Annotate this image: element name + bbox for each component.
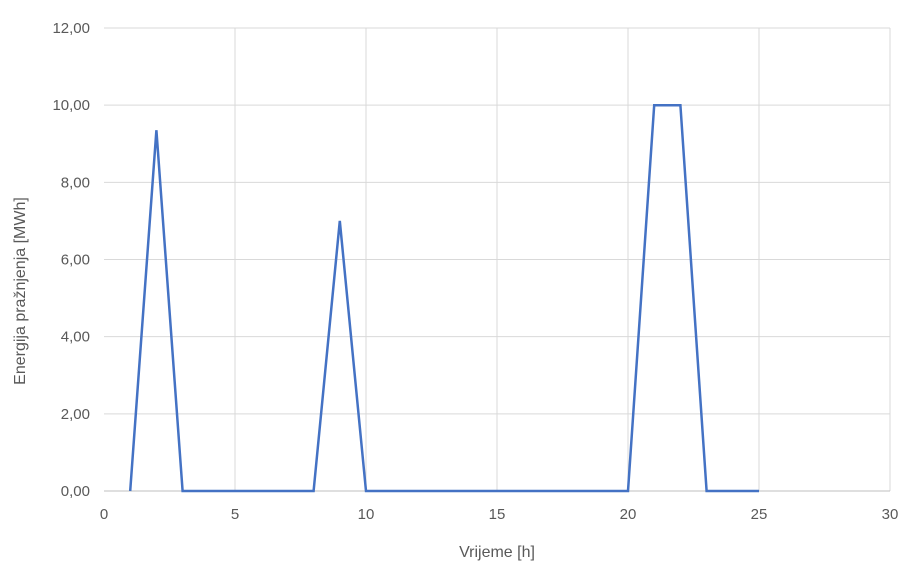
series-line	[128, 103, 759, 493]
series-group	[128, 103, 759, 493]
y-tick-label: 0,00	[61, 483, 90, 500]
y-tick-label: 6,00	[61, 252, 90, 269]
x-tick-label: 25	[751, 506, 768, 523]
x-tick-label: 5	[231, 506, 239, 523]
x-tick-label: 15	[489, 506, 506, 523]
x-tick-label: 0	[100, 506, 108, 523]
x-tick-label: 20	[620, 506, 637, 523]
y-tick-label: 4,00	[61, 329, 90, 346]
y-axis-title: Energija pražnjenja [MWh]	[12, 197, 29, 385]
grid-lines	[104, 27, 891, 491]
x-axis-title: Vrijeme [h]	[459, 544, 535, 561]
y-tick-label: 2,00	[61, 406, 90, 423]
x-tick-labels: 0 5 10 15 20 25 30	[100, 506, 899, 523]
y-tick-label: 8,00	[61, 174, 90, 191]
y-tick-labels: 0,00 2,00 4,00 6,00 8,00 10,00 12,00	[52, 20, 90, 500]
y-tick-label: 12,00	[52, 20, 90, 37]
x-tick-label: 10	[358, 506, 375, 523]
x-tick-label: 30	[882, 506, 899, 523]
y-tick-label: 10,00	[52, 97, 90, 114]
